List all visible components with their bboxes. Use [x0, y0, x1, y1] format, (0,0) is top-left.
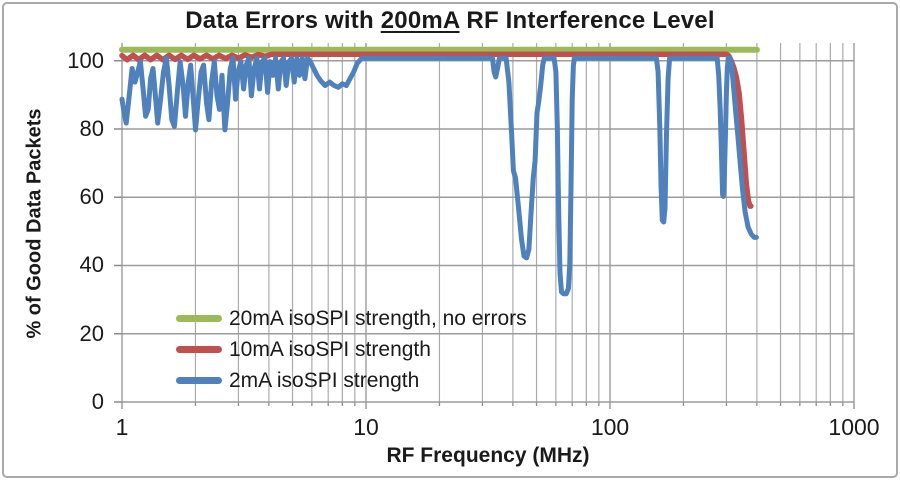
chart-title: Data Errors with 200mA RF Interference L… — [0, 7, 900, 35]
y-tick-label: 100 — [67, 47, 104, 73]
chart-title-prefix: Data Errors with — [185, 7, 381, 34]
chart-title-suffix: RF Interference Level — [459, 7, 715, 34]
legend-swatch-icon — [176, 377, 222, 384]
chart-title-underlined-current: 200mA — [380, 7, 460, 34]
legend-swatch-icon — [176, 315, 222, 322]
legend: 20mA isoSPI strength, no errors 10mA isoS… — [176, 303, 527, 396]
x-axis-title: RF Frequency (MHz) — [386, 444, 590, 467]
legend-item-1: 10mA isoSPI strength — [176, 334, 527, 365]
x-tick-label: 1 — [115, 414, 129, 440]
legend-label: 2mA isoSPI strength — [229, 368, 420, 392]
legend-label: 20mA isoSPI strength, no errors — [229, 306, 527, 330]
plot-canvas — [114, 43, 855, 409]
series-line-2 — [119, 55, 759, 297]
y-tick-label: 60 — [79, 184, 104, 210]
legend-label: 10mA isoSPI strength — [229, 337, 431, 361]
legend-item-0: 20mA isoSPI strength, no errors — [176, 303, 527, 334]
x-tick-label: 1000 — [828, 414, 880, 440]
y-tick-label: 40 — [79, 252, 104, 278]
x-tick-label: 10 — [353, 414, 379, 440]
y-tick-label: 0 — [91, 389, 104, 414]
legend-swatch-icon — [176, 346, 222, 353]
y-tick-label: 20 — [79, 320, 104, 346]
y-tick-label: 80 — [79, 115, 104, 141]
plot-area — [114, 43, 855, 409]
series-line-1 — [119, 51, 754, 209]
x-tick-label: 100 — [590, 414, 630, 440]
legend-item-2: 2mA isoSPI strength — [176, 365, 527, 396]
